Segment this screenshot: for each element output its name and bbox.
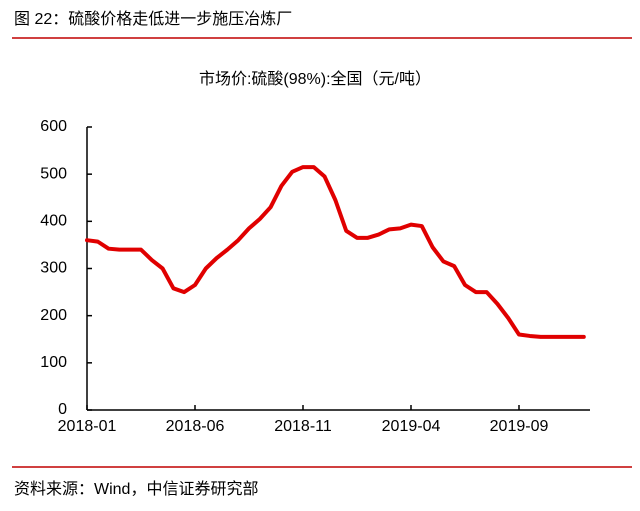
y-tick-label: 600 xyxy=(40,118,67,135)
x-tick-label: 2018-06 xyxy=(166,418,225,435)
figure-title: 图 22：硫酸价格走低进一步施压冶炼厂 xyxy=(14,10,292,28)
x-tick-label: 2018-11 xyxy=(274,418,332,435)
chart-title: 市场价:硫酸(98%):全国（元/吨） xyxy=(199,70,431,88)
source-note: 资料来源：Wind，中信证券研究部 xyxy=(14,480,258,498)
data-line xyxy=(85,165,586,339)
y-tick-label: 0 xyxy=(58,401,67,418)
x-tick-label: 2019-04 xyxy=(382,418,441,435)
y-tick-label: 400 xyxy=(40,213,67,230)
x-tick-label: 2018-01 xyxy=(58,418,117,435)
y-tick-label: 200 xyxy=(40,307,67,324)
y-tick-label: 500 xyxy=(40,165,67,182)
x-tick-label: 2019-09 xyxy=(490,418,549,435)
y-tick-label: 100 xyxy=(40,354,67,371)
y-tick-label: 300 xyxy=(40,260,67,277)
